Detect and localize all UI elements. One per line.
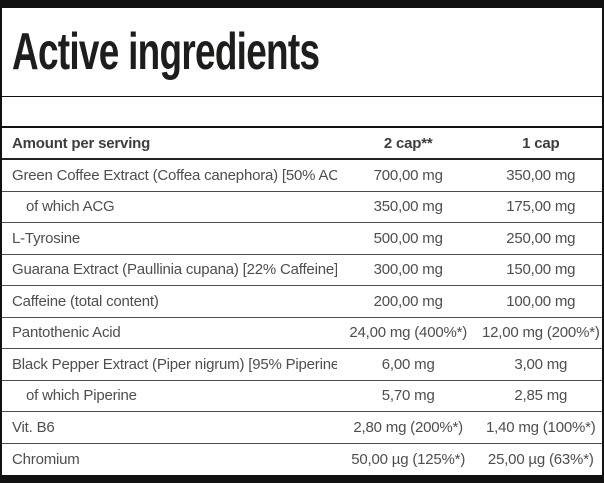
ingredient-name: Caffeine (total content) bbox=[12, 292, 159, 310]
table-row: Vit. B6 2,80 mg (200%*) 1,40 mg (100%*) bbox=[2, 412, 602, 444]
amount-1cap: 250,00 mg bbox=[506, 229, 576, 247]
amount-1cap: 150,00 mg bbox=[506, 261, 576, 279]
table-row: Caffeine (total content) 200,00 mg 100,0… bbox=[2, 286, 602, 318]
table-row: L-Tyrosine 500,00 mg 250,00 mg bbox=[2, 223, 602, 255]
page-title: Active ingredients bbox=[12, 23, 320, 81]
amount-2cap: 350,00 mg bbox=[373, 198, 443, 216]
amount-1cap: 2,85 mg bbox=[514, 387, 568, 405]
amount-2cap: 5,70 mg bbox=[381, 387, 435, 405]
spacer-row bbox=[2, 97, 602, 128]
ingredient-name: Black Pepper Extract (Piper nigrum) [95%… bbox=[12, 355, 337, 373]
amount-1cap: 1,40 mg (100%*) bbox=[486, 418, 596, 436]
amount-2cap: 24,00 mg (400%*) bbox=[349, 324, 468, 342]
table-row: of which Piperine 5,70 mg 2,85 mg bbox=[2, 381, 602, 412]
amount-2cap: 500,00 mg bbox=[373, 229, 443, 247]
amount-1cap: 3,00 mg bbox=[514, 355, 568, 373]
ingredient-name: Chromium bbox=[12, 450, 80, 468]
amount-2cap: 2,80 mg (200%*) bbox=[353, 418, 463, 436]
column-header-2cap: 2 cap** bbox=[383, 134, 433, 152]
table-row: of which ACG 350,00 mg 175,00 mg bbox=[2, 192, 602, 223]
table-row: Chromium 50,00 µg (125%*) 25,00 µg (63%*… bbox=[2, 444, 602, 476]
amount-2cap: 200,00 mg bbox=[373, 292, 443, 310]
amount-2cap: 50,00 µg (125%*) bbox=[351, 450, 466, 468]
amount-1cap: 350,00 mg bbox=[506, 166, 576, 184]
ingredient-name: of which Piperine bbox=[26, 387, 137, 405]
table-row: Pantothenic Acid 24,00 mg (400%*) 12,00 … bbox=[2, 318, 602, 349]
amount-2cap: 300,00 mg bbox=[373, 261, 443, 279]
ingredient-name: Guarana Extract (Paullinia cupana) [22% … bbox=[12, 261, 337, 279]
table-row: Black Pepper Extract (Piper nigrum) [95%… bbox=[2, 349, 602, 381]
title-section: Active ingredients bbox=[2, 8, 602, 97]
column-header-amount-per-serving: Amount per serving bbox=[12, 134, 151, 152]
amount-1cap: 175,00 mg bbox=[506, 198, 576, 216]
ingredient-name: Vit. B6 bbox=[12, 418, 55, 436]
amount-1cap: 100,00 mg bbox=[506, 292, 576, 310]
table-row: Guarana Extract (Paullinia cupana) [22% … bbox=[2, 255, 602, 286]
ingredient-name: L-Tyrosine bbox=[12, 229, 81, 247]
amount-1cap: 25,00 µg (63%*) bbox=[487, 450, 594, 468]
ingredient-name: Pantothenic Acid bbox=[12, 324, 121, 342]
table-row: Green Coffee Extract (Coffea canephora) … bbox=[2, 160, 602, 192]
amount-2cap: 6,00 mg bbox=[381, 355, 435, 373]
table-header-row: Amount per serving 2 cap** 1 cap bbox=[2, 128, 602, 160]
column-header-1cap: 1 cap bbox=[522, 134, 560, 152]
ingredient-name: Green Coffee Extract (Coffea canephora) … bbox=[12, 166, 337, 184]
ingredient-name: of which ACG bbox=[26, 198, 115, 216]
table-body: Green Coffee Extract (Coffea canephora) … bbox=[2, 160, 602, 475]
amount-1cap: 12,00 mg (200%*) bbox=[481, 324, 600, 342]
amount-2cap: 700,00 mg bbox=[373, 166, 443, 184]
